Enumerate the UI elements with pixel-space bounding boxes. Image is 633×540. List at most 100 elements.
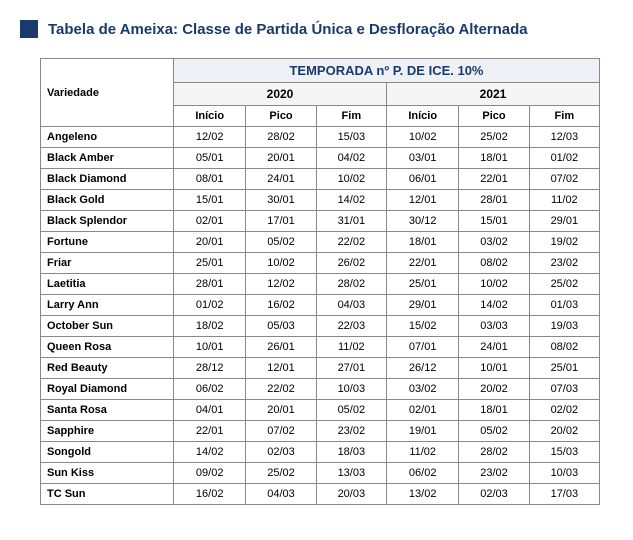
col-group-a: 2020 bbox=[174, 83, 387, 106]
cell: 22/03 bbox=[316, 316, 386, 337]
table-row: Royal Diamond06/0222/0210/0303/0220/0207… bbox=[41, 379, 600, 400]
cell: 16/02 bbox=[174, 484, 246, 505]
cell: 16/02 bbox=[246, 295, 316, 316]
table-row: Black Gold15/0130/0114/0212/0128/0111/02 bbox=[41, 190, 600, 211]
cell: 15/01 bbox=[459, 211, 529, 232]
row-label: Red Beauty bbox=[41, 358, 174, 379]
cell: 18/03 bbox=[316, 442, 386, 463]
cell: 20/01 bbox=[246, 400, 316, 421]
cell: 13/02 bbox=[386, 484, 458, 505]
table-row: Angeleno12/0228/0215/0310/0225/0212/03 bbox=[41, 127, 600, 148]
cell: 05/03 bbox=[246, 316, 316, 337]
row-label: Black Splendor bbox=[41, 211, 174, 232]
cell: 10/02 bbox=[246, 253, 316, 274]
cell: 14/02 bbox=[459, 295, 529, 316]
cell: 26/01 bbox=[246, 337, 316, 358]
cell: 22/01 bbox=[174, 421, 246, 442]
cell: 25/01 bbox=[529, 358, 599, 379]
cell: 06/02 bbox=[386, 463, 458, 484]
col-a-0: Início bbox=[174, 106, 246, 127]
cell: 01/02 bbox=[529, 148, 599, 169]
col-group-b: 2021 bbox=[386, 83, 599, 106]
cell: 05/01 bbox=[174, 148, 246, 169]
cell: 28/02 bbox=[316, 274, 386, 295]
row-label: Songold bbox=[41, 442, 174, 463]
cell: 03/03 bbox=[459, 316, 529, 337]
col-a-2: Fim bbox=[316, 106, 386, 127]
cell: 24/01 bbox=[459, 337, 529, 358]
row-label: Fortune bbox=[41, 232, 174, 253]
cell: 01/03 bbox=[529, 295, 599, 316]
cell: 06/01 bbox=[386, 169, 458, 190]
cell: 25/02 bbox=[246, 463, 316, 484]
table-row: Santa Rosa04/0120/0105/0202/0118/0102/02 bbox=[41, 400, 600, 421]
cell: 07/02 bbox=[246, 421, 316, 442]
table-row: TC Sun16/0204/0320/0313/0202/0317/03 bbox=[41, 484, 600, 505]
row-label: Queen Rosa bbox=[41, 337, 174, 358]
table-row: Black Splendor02/0117/0131/0130/1215/012… bbox=[41, 211, 600, 232]
table-row: Red Beauty28/1212/0127/0126/1210/0125/01 bbox=[41, 358, 600, 379]
table-row: Friar25/0110/0226/0222/0108/0223/02 bbox=[41, 253, 600, 274]
table-row: Sun Kiss09/0225/0213/0306/0223/0210/03 bbox=[41, 463, 600, 484]
cell: 12/01 bbox=[246, 358, 316, 379]
row-label: Black Gold bbox=[41, 190, 174, 211]
page-title: Tabela de Ameixa: Classe de Partida Únic… bbox=[48, 21, 528, 38]
table-row: Larry Ann01/0216/0204/0329/0114/0201/03 bbox=[41, 295, 600, 316]
cell: 05/02 bbox=[246, 232, 316, 253]
row-label: Larry Ann bbox=[41, 295, 174, 316]
cell: 06/02 bbox=[174, 379, 246, 400]
cell: 22/02 bbox=[246, 379, 316, 400]
cell: 26/12 bbox=[386, 358, 458, 379]
cell: 15/01 bbox=[174, 190, 246, 211]
cell: 29/01 bbox=[386, 295, 458, 316]
cell: 25/02 bbox=[529, 274, 599, 295]
table-row: Fortune20/0105/0222/0218/0103/0219/02 bbox=[41, 232, 600, 253]
table-row: Laetitia28/0112/0228/0225/0110/0225/02 bbox=[41, 274, 600, 295]
title-bullet-icon bbox=[20, 20, 38, 38]
cell: 25/01 bbox=[386, 274, 458, 295]
cell: 23/02 bbox=[529, 253, 599, 274]
cell: 07/01 bbox=[386, 337, 458, 358]
row-label: Black Amber bbox=[41, 148, 174, 169]
cell: 12/02 bbox=[246, 274, 316, 295]
table-row: Songold14/0202/0318/0311/0228/0215/03 bbox=[41, 442, 600, 463]
page-title-row: Tabela de Ameixa: Classe de Partida Únic… bbox=[20, 20, 613, 38]
table-row: Black Diamond08/0124/0110/0206/0122/0107… bbox=[41, 169, 600, 190]
cell: 12/02 bbox=[174, 127, 246, 148]
col-b-1: Pico bbox=[459, 106, 529, 127]
cell: 12/01 bbox=[386, 190, 458, 211]
cell: 22/01 bbox=[459, 169, 529, 190]
cell: 20/02 bbox=[459, 379, 529, 400]
cell: 08/02 bbox=[459, 253, 529, 274]
cell: 07/03 bbox=[529, 379, 599, 400]
cell: 04/03 bbox=[246, 484, 316, 505]
cell: 14/02 bbox=[316, 190, 386, 211]
cell: 09/02 bbox=[174, 463, 246, 484]
row-header: Variedade bbox=[41, 59, 174, 127]
cell: 03/02 bbox=[459, 232, 529, 253]
cell: 05/02 bbox=[459, 421, 529, 442]
cell: 19/01 bbox=[386, 421, 458, 442]
cell: 23/02 bbox=[316, 421, 386, 442]
cell: 02/02 bbox=[529, 400, 599, 421]
row-label: October Sun bbox=[41, 316, 174, 337]
cell: 17/03 bbox=[529, 484, 599, 505]
cell: 02/03 bbox=[459, 484, 529, 505]
cell: 02/01 bbox=[386, 400, 458, 421]
cell: 23/02 bbox=[459, 463, 529, 484]
cell: 04/01 bbox=[174, 400, 246, 421]
cell: 31/01 bbox=[316, 211, 386, 232]
cell: 01/02 bbox=[174, 295, 246, 316]
col-b-2: Fim bbox=[529, 106, 599, 127]
cell: 15/03 bbox=[316, 127, 386, 148]
cell: 08/01 bbox=[174, 169, 246, 190]
table-row: Black Amber05/0120/0104/0203/0118/0101/0… bbox=[41, 148, 600, 169]
cell: 10/03 bbox=[529, 463, 599, 484]
row-label: Sun Kiss bbox=[41, 463, 174, 484]
col-b-0: Início bbox=[386, 106, 458, 127]
cell: 03/01 bbox=[386, 148, 458, 169]
cell: 20/01 bbox=[246, 148, 316, 169]
cell: 02/03 bbox=[246, 442, 316, 463]
cell: 25/01 bbox=[174, 253, 246, 274]
data-table: Variedade TEMPORADA nº P. DE ICE. 10% 20… bbox=[40, 58, 600, 505]
